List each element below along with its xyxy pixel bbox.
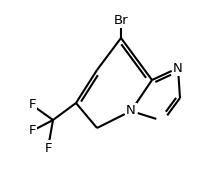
Text: F: F bbox=[44, 142, 52, 155]
Text: Br: Br bbox=[114, 14, 128, 27]
Text: F: F bbox=[28, 124, 36, 137]
Text: N: N bbox=[126, 104, 136, 117]
Text: N: N bbox=[173, 62, 183, 75]
Text: F: F bbox=[28, 98, 36, 111]
